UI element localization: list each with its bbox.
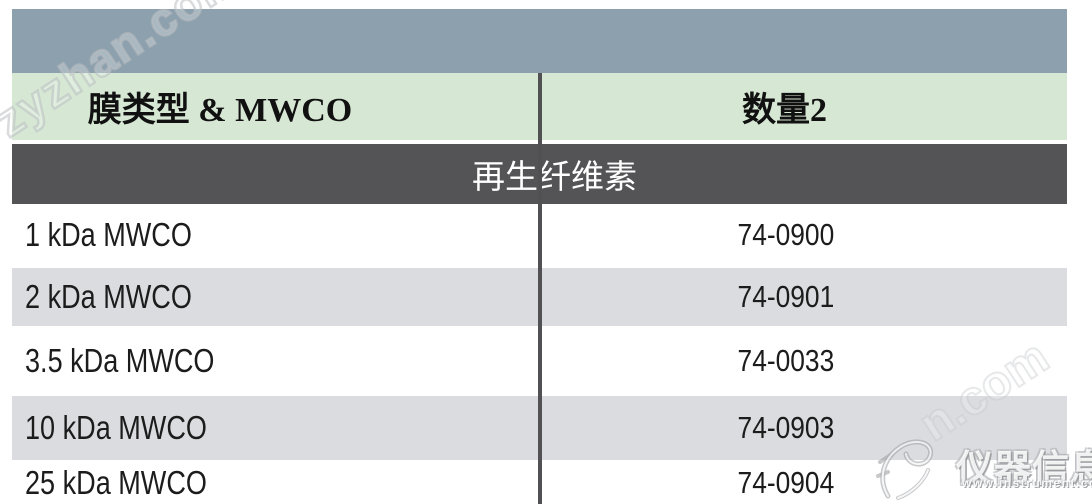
quantity-cell: 74-0904 [737,465,834,500]
column-header-membrane-type: 膜类型 & MWCO [87,92,353,129]
quantity-cell: 74-0033 [737,343,834,378]
table-row: 3.5 kDa MWCO 74-0033 [12,328,1067,394]
quantity-cell: 74-0900 [737,217,834,252]
table-title-bar [12,9,1067,73]
quantity-cell: 74-0903 [737,410,834,445]
column-divider [538,73,542,504]
membrane-type-cell: 3.5 kDa MWCO [25,342,215,379]
membrane-type-cell: 25 kDa MWCO [25,464,207,501]
membrane-type-cell: 2 kDa MWCO [25,278,192,315]
table-row: 1 kDa MWCO 74-0900 [12,204,1067,266]
table-row: 25 kDa MWCO 74-0904 [12,462,1067,504]
membrane-type-cell: 10 kDa MWCO [25,409,207,446]
column-header-quantity: 数量2 [742,92,827,129]
quantity-cell: 74-0901 [737,279,834,314]
membrane-type-cell: 1 kDa MWCO [25,216,192,253]
